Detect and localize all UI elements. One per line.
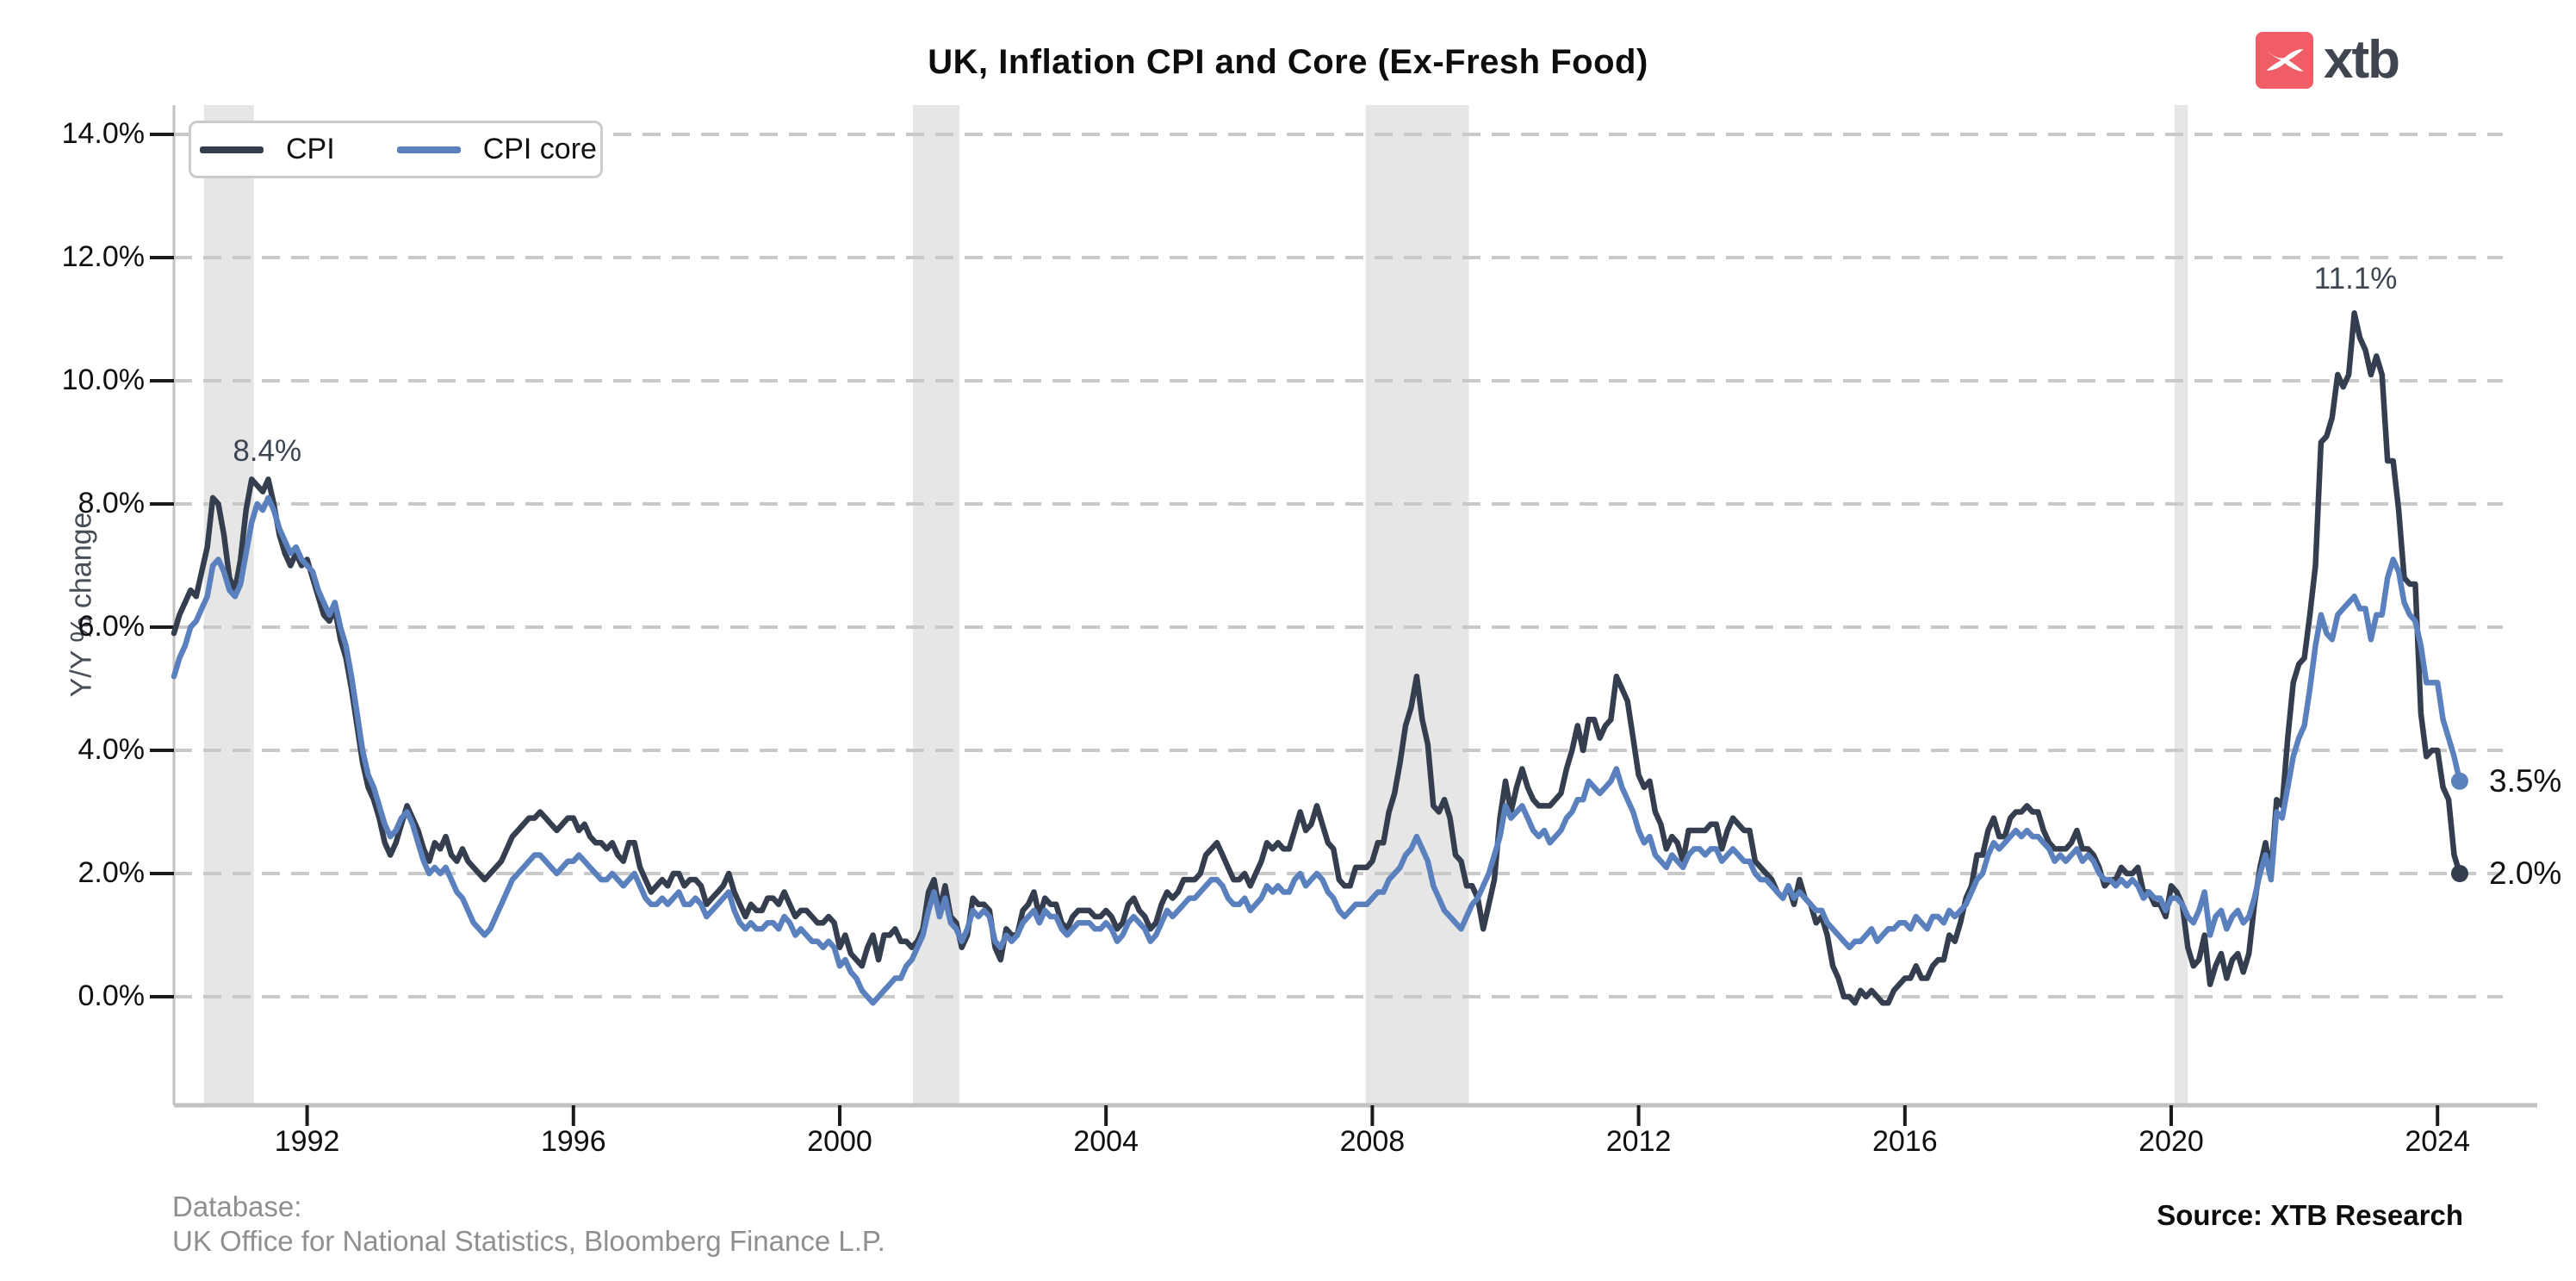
legend: CPI CPI core — [189, 121, 603, 178]
legend-label-cpi-core: CPI core — [482, 133, 597, 165]
y-tick-label: 4.0% — [78, 733, 146, 766]
x-tick-label: 1996 — [540, 1125, 606, 1158]
peak-annotation: 11.1% — [2313, 262, 2398, 296]
y-tick-label: 12.0% — [61, 240, 145, 273]
y-tick-label: 2.0% — [78, 856, 146, 889]
legend-item-cpi-core: CPI core — [396, 133, 597, 166]
x-tick-label: 2016 — [1871, 1125, 1938, 1158]
series-end-dot-cpi-core — [2450, 772, 2468, 790]
y-tick-label: 8.0% — [78, 487, 146, 519]
x-tick-label: 2020 — [2138, 1125, 2204, 1158]
series-end-dot-cpi — [2450, 865, 2468, 882]
y-tick-label: 14.0% — [61, 117, 145, 150]
x-tick-label: 2012 — [1605, 1125, 1672, 1158]
footer-database-label: Database: — [172, 1191, 302, 1222]
series-line-cpi-core — [171, 494, 2463, 1006]
x-tick-label: 2004 — [1073, 1125, 1139, 1158]
latest-value-label: 2.0% — [2489, 855, 2562, 891]
y-axis-title: Y/Y % change — [65, 512, 98, 698]
series-line-cpi — [171, 310, 2463, 1006]
y-tick-label: 10.0% — [61, 364, 145, 396]
recession-band — [203, 105, 254, 1105]
recession-band — [1365, 105, 1469, 1105]
recession-band — [913, 105, 960, 1105]
recession-band — [2174, 105, 2188, 1105]
legend-label-cpi: CPI — [286, 133, 335, 165]
xtb-x-glyph — [2265, 49, 2304, 72]
footer-database-sources: UK Office for National Statistics, Bloom… — [172, 1225, 885, 1257]
xtb-logo-icon — [2256, 32, 2313, 89]
y-tick-label: 0.0% — [78, 979, 146, 1012]
cpi-line-swatch — [200, 146, 264, 153]
xtb-logo-text: xtb — [2324, 30, 2400, 90]
xtb-logo: xtb — [2256, 30, 2400, 90]
page-title: UK, Inflation CPI and Core (Ex-Fresh Foo… — [928, 43, 1648, 81]
x-tick-label: 1992 — [274, 1125, 340, 1158]
legend-item-cpi: CPI — [200, 133, 335, 166]
x-tick-label: 2008 — [1339, 1125, 1406, 1158]
y-tick-label: 6.0% — [78, 610, 146, 643]
footer-source: Source: XTB Research — [2157, 1199, 2463, 1231]
footer-database: Database: UK Office for National Statist… — [172, 1190, 885, 1259]
peak-annotation: 8.4% — [233, 434, 302, 469]
x-tick-label: 2000 — [807, 1125, 872, 1158]
x-tick-label: 2024 — [2405, 1125, 2470, 1158]
cpi-core-line-swatch — [396, 146, 461, 153]
latest-value-label: 3.5% — [2489, 762, 2562, 799]
